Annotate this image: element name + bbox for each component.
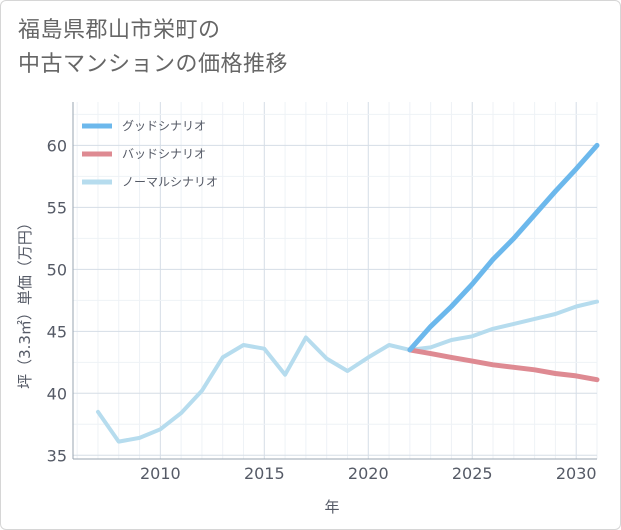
chart-title-line2: 中古マンションの価格推移 xyxy=(18,52,289,77)
y-tick-label: 55 xyxy=(47,198,67,217)
grid xyxy=(72,102,598,460)
y-tick-label: 35 xyxy=(47,446,67,465)
x-tick-label: 2010 xyxy=(140,464,181,483)
y-axis-label: 坪（3.3㎡）単価（万円） xyxy=(16,215,34,389)
x-tick-label: 2025 xyxy=(452,464,493,483)
legend-label-good: グッドシナリオ xyxy=(122,119,206,133)
legend-label-bad: バッドシナリオ xyxy=(122,147,206,161)
chart-title: 福島県郡山市栄町の 中古マンションの価格推移 xyxy=(18,14,498,82)
x-axis-label: 年 xyxy=(324,498,339,516)
y-tick-label: 40 xyxy=(47,384,67,403)
tick-labels: 2010 2015 2020 2025 2030 35 40 45 50 55 60 xyxy=(47,136,597,483)
x-tick-label: 2030 xyxy=(556,464,597,483)
y-tick-label: 50 xyxy=(47,260,67,279)
y-tick-label: 45 xyxy=(47,322,67,341)
chart-title-line1: 福島県郡山市栄町の xyxy=(18,18,221,43)
x-tick-label: 2015 xyxy=(244,464,285,483)
y-tick-label: 60 xyxy=(47,136,67,155)
x-tick-label: 2020 xyxy=(348,464,389,483)
legend-label-normal: ノーマルシナリオ xyxy=(122,175,218,189)
series-group xyxy=(96,142,600,444)
series-line-good xyxy=(407,142,600,353)
series-line-normal xyxy=(96,299,599,444)
series-line-bad xyxy=(407,347,600,383)
